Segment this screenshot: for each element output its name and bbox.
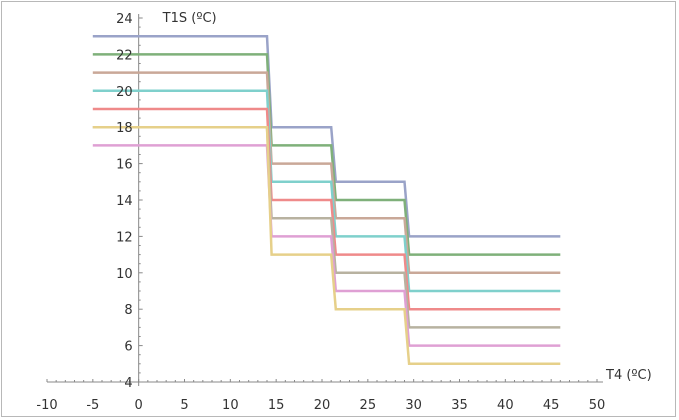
- x-tick-label: 40: [497, 398, 514, 413]
- x-tick-label: 30: [405, 398, 422, 413]
- y-tick-label: 22: [116, 48, 133, 63]
- y-tick-label: 8: [124, 303, 132, 318]
- y-tick-label: 10: [116, 267, 133, 282]
- tick-labels: -10 -5 0 5 10 15 20 25 30 35 40 45 50 4 6 8 10 12 14 16 18 20…: [36, 12, 605, 413]
- y-tick-label: 18: [116, 121, 133, 136]
- x-minor-ticks: [46, 379, 598, 382]
- x-tick-label: 15: [268, 398, 285, 413]
- x-tick-label: -10: [36, 398, 57, 413]
- series-line-7: [92, 144, 561, 347]
- series-layer: [92, 34, 561, 366]
- x-tick-label: 20: [314, 398, 331, 413]
- x-tick-label: -5: [86, 398, 99, 413]
- y-tick-label: 16: [116, 158, 133, 173]
- x-tick-label: 50: [589, 398, 606, 413]
- series-line-4: [92, 89, 561, 293]
- y-minor-ticks: [138, 17, 143, 383]
- series-line-3: [92, 71, 561, 275]
- series-line-5: [92, 107, 561, 311]
- series-line-8: [92, 125, 561, 366]
- x-tick-label: 10: [222, 398, 239, 413]
- x-tick-label: 35: [451, 398, 468, 413]
- x-axis-label: T4 (ºC): [605, 368, 652, 383]
- x-tick-label: 25: [360, 398, 377, 413]
- y-tick-label: 20: [116, 85, 133, 100]
- series-line-1: [92, 34, 561, 238]
- axes: [46, 14, 603, 386]
- y-tick-label: 24: [116, 12, 133, 27]
- x-tick-label: 45: [543, 398, 560, 413]
- y-tick-label: 12: [116, 230, 133, 245]
- y-tick-label: 4: [124, 376, 132, 391]
- series-line-2: [92, 53, 561, 256]
- y-axis-label: T1S (ºC): [162, 11, 217, 26]
- y-tick-label: 6: [124, 340, 132, 355]
- x-tick-label: 0: [135, 398, 143, 413]
- x-tick-label: 5: [180, 398, 188, 413]
- series-line-6: [92, 125, 561, 329]
- y-tick-label: 14: [116, 194, 133, 209]
